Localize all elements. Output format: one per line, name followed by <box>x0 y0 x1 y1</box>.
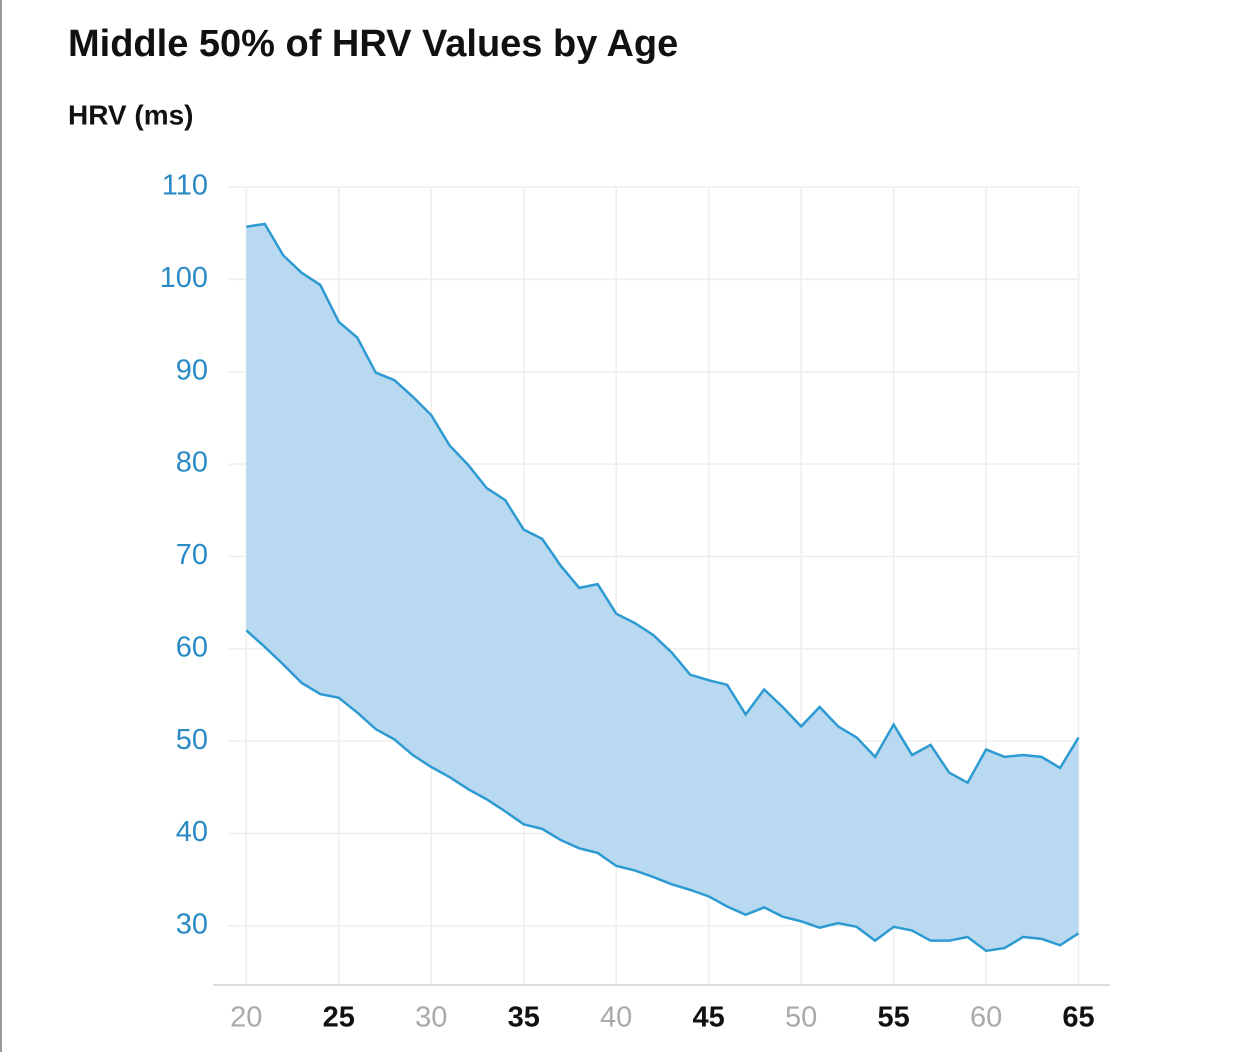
x-tick-label: 45 <box>693 1002 725 1034</box>
y-tick-label: 90 <box>176 354 208 386</box>
y-tick-label: 70 <box>176 539 208 571</box>
y-tick-label: 40 <box>176 816 208 848</box>
y-tick-label: 80 <box>176 447 208 479</box>
y-tick-label: 30 <box>176 909 208 941</box>
y-tick-label: 50 <box>176 724 208 756</box>
x-tick-label: 30 <box>415 1002 447 1034</box>
x-tick-label: 20 <box>230 1002 262 1034</box>
y-tick-label: 100 <box>160 262 208 294</box>
x-tick-label: 65 <box>1062 1002 1094 1034</box>
y-tick-label: 60 <box>176 631 208 663</box>
x-tick-label: 50 <box>785 1002 817 1034</box>
chart-title: Middle 50% of HRV Values by Age <box>68 23 678 65</box>
x-tick-label: 25 <box>323 1002 355 1034</box>
upper-line <box>246 222 1080 785</box>
y-tick-label: 110 <box>162 170 208 202</box>
y-axis-label: HRV (ms) <box>68 99 194 130</box>
range-band <box>246 223 1079 951</box>
lower-line <box>245 629 1080 953</box>
x-tick-label: 55 <box>877 1002 909 1034</box>
x-tick-label: 40 <box>600 1002 632 1034</box>
x-tick-label: 60 <box>970 1002 1002 1034</box>
x-tick-label: 35 <box>508 1002 540 1034</box>
